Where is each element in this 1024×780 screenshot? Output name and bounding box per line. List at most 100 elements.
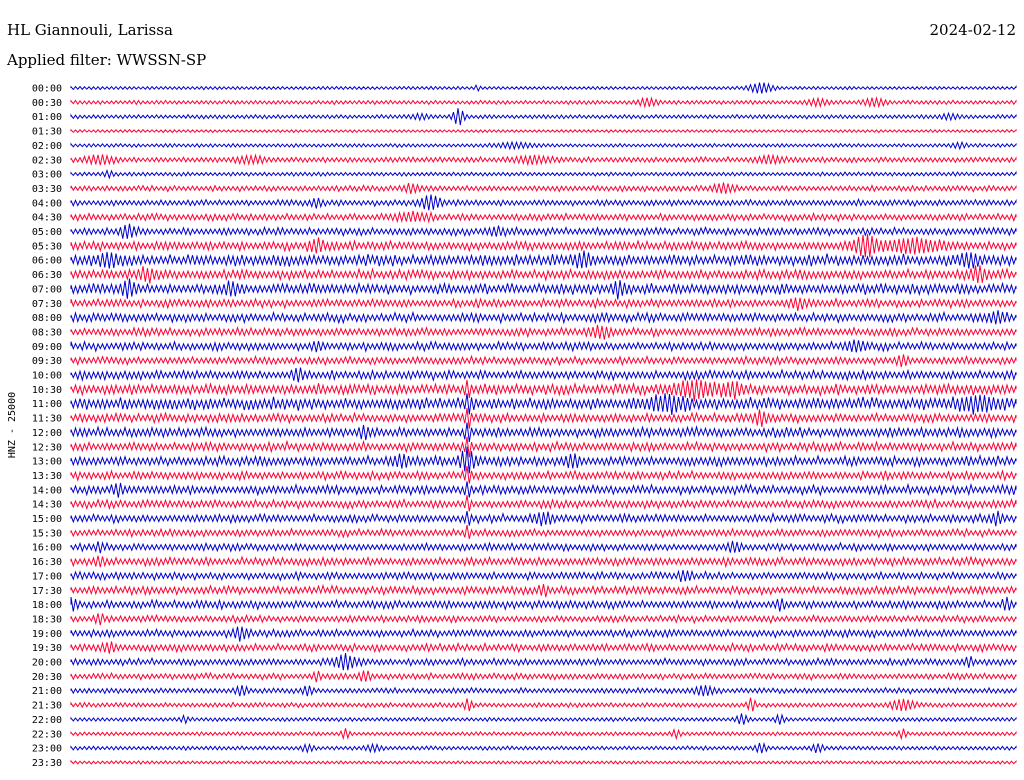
seismic-trace-line	[70, 495, 1017, 512]
row-time-label: 06:00	[32, 256, 62, 267]
seismic-trace-line	[70, 408, 1017, 429]
row-time-label: 13:00	[32, 457, 62, 468]
seismic-trace-line	[70, 82, 1017, 94]
seismic-trace-line	[70, 727, 1017, 741]
row-time-label: 12:30	[32, 442, 62, 453]
seismic-trace-line	[70, 741, 1017, 754]
seismic-trace-line	[70, 354, 1017, 368]
seismic-trace-line	[70, 697, 1017, 712]
seismic-trace-line	[70, 613, 1017, 626]
seismic-trace-line	[70, 96, 1017, 109]
row-time-label: 00:00	[32, 84, 62, 95]
seismic-trace-line	[70, 540, 1017, 554]
row-time-label: 10:00	[32, 371, 62, 382]
seismic-trace-line	[70, 140, 1017, 151]
seismic-trace-line	[70, 670, 1017, 683]
seismic-trace-line	[70, 210, 1017, 224]
row-time-label: 01:30	[32, 127, 62, 138]
seismic-trace-line	[70, 310, 1017, 325]
row-time-label: 02:00	[32, 141, 62, 152]
row-time-label: 03:30	[32, 184, 62, 195]
row-time-label: 16:30	[32, 557, 62, 568]
seismic-trace-line	[70, 555, 1017, 569]
seismic-trace-line	[70, 128, 1017, 134]
station-title: HL Giannouli, Larissa	[7, 21, 173, 39]
trace-rows: 00:00 00:30 01:00 01:30 02:00 02:30 03:00 03:30…	[32, 82, 1017, 769]
row-time-label: 13:30	[32, 471, 62, 482]
row-time-label: 06:30	[32, 270, 62, 281]
row-time-label: 07:00	[32, 284, 62, 295]
seismic-trace-line	[70, 653, 1017, 671]
row-time-label: 02:30	[32, 155, 62, 166]
row-time-label: 19:30	[32, 643, 62, 654]
seismic-trace-line	[70, 481, 1017, 498]
seismic-trace-line	[70, 379, 1017, 402]
seismic-trace-line	[70, 583, 1017, 598]
seismic-trace-line	[70, 153, 1017, 167]
seismic-trace-line	[70, 194, 1017, 211]
row-time-label: 20:00	[32, 658, 62, 669]
seismic-trace-line	[70, 324, 1017, 340]
row-time-label: 09:30	[32, 356, 62, 367]
row-time-label: 19:00	[32, 629, 62, 640]
row-time-label: 01:00	[32, 112, 62, 123]
row-time-label: 15:00	[32, 514, 62, 525]
row-time-label: 17:30	[32, 586, 62, 597]
seismic-trace-line	[70, 168, 1017, 180]
seismic-trace-line	[70, 641, 1017, 654]
seismic-trace-line	[70, 525, 1017, 539]
row-time-label: 00:30	[32, 98, 62, 109]
seismic-trace-line	[70, 393, 1017, 416]
seismic-trace-line	[70, 265, 1017, 284]
row-time-label: 08:30	[32, 327, 62, 338]
seismic-trace-line	[70, 223, 1017, 239]
row-time-label: 14:30	[32, 500, 62, 511]
seismic-trace-line	[70, 569, 1017, 583]
seismic-trace-line	[70, 626, 1017, 642]
row-time-label: 04:00	[32, 198, 62, 209]
seismic-trace-line	[70, 367, 1017, 383]
row-time-label: 10:30	[32, 385, 62, 396]
seismic-trace-line	[70, 446, 1017, 474]
row-time-label: 05:30	[32, 241, 62, 252]
row-time-label: 11:00	[32, 399, 62, 410]
seismic-trace-line	[70, 250, 1017, 269]
row-time-label: 18:30	[32, 614, 62, 625]
row-time-label: 07:30	[32, 299, 62, 310]
seismic-trace-line	[70, 465, 1017, 484]
seismic-trace-line	[70, 713, 1017, 725]
seismic-trace-line	[70, 233, 1017, 258]
filter-label: Applied filter: WWSSN-SP	[6, 51, 206, 69]
seismic-trace-line	[70, 339, 1017, 353]
row-time-label: 22:30	[32, 729, 62, 740]
date-label: 2024-02-12	[930, 21, 1016, 39]
seismic-trace-line	[70, 278, 1017, 300]
row-time-label: 03:00	[32, 170, 62, 181]
row-time-label: 22:00	[32, 715, 62, 726]
row-time-label: 09:00	[32, 342, 62, 353]
seismic-trace-line	[70, 182, 1017, 195]
row-time-label: 20:30	[32, 672, 62, 683]
row-time-label: 05:00	[32, 227, 62, 238]
row-time-label: 16:00	[32, 543, 62, 554]
seismic-trace-line	[70, 296, 1017, 311]
seismic-trace-line	[70, 684, 1017, 697]
row-time-label: 11:30	[32, 414, 62, 425]
row-time-label: 14:00	[32, 485, 62, 496]
seismic-trace-line	[70, 510, 1017, 527]
row-time-label: 23:00	[32, 744, 62, 755]
row-time-label: 08:00	[32, 313, 62, 324]
row-time-label: 21:30	[32, 701, 62, 712]
row-time-label: 17:00	[32, 571, 62, 582]
row-time-label: 21:00	[32, 686, 62, 697]
y-axis-label: HNZ - 25000	[7, 392, 18, 458]
seismic-trace-line	[70, 422, 1017, 443]
seismic-trace-line	[70, 436, 1017, 458]
row-time-label: 15:30	[32, 528, 62, 539]
seismic-trace-line	[70, 108, 1017, 126]
row-time-label: 23:30	[32, 758, 62, 769]
seismic-trace-line	[70, 759, 1017, 765]
seismic-trace-line	[70, 596, 1017, 612]
row-time-label: 04:30	[32, 213, 62, 224]
